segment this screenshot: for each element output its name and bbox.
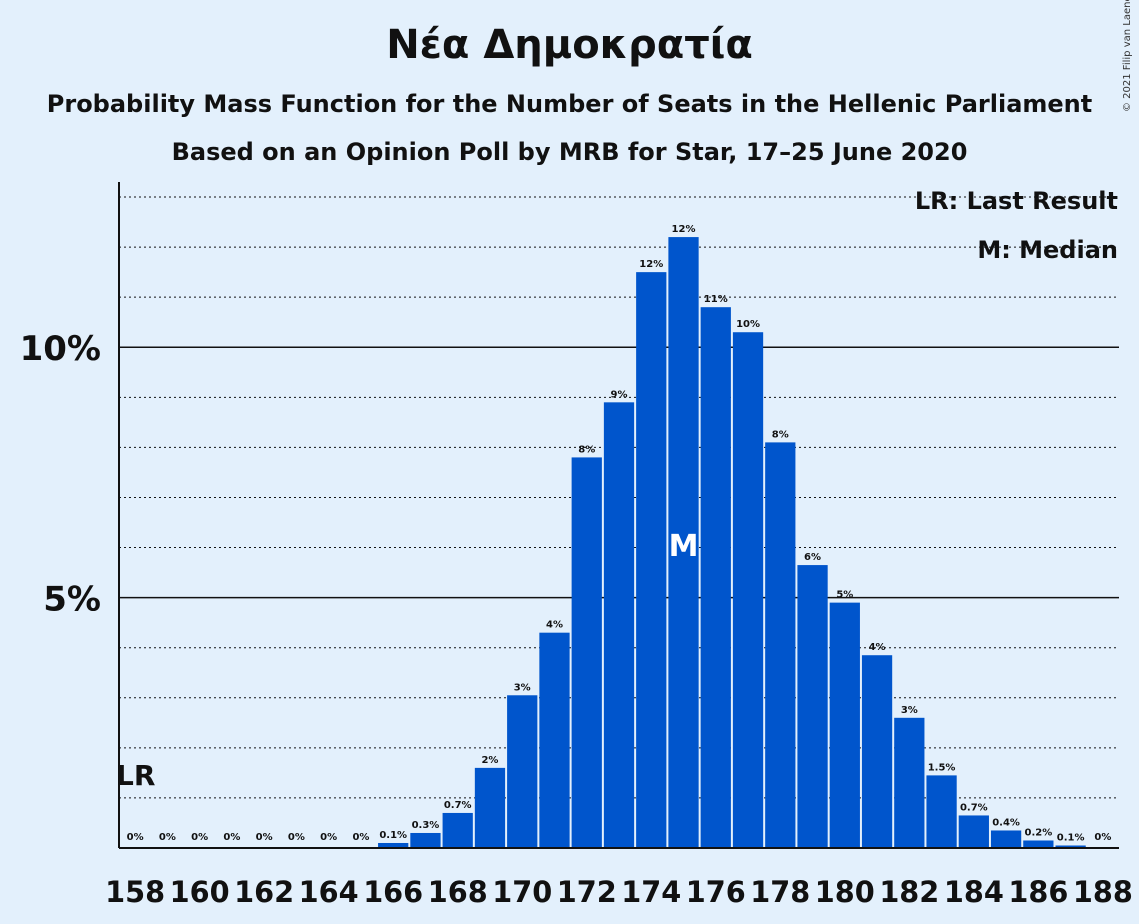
- x-tick-label: 176: [686, 875, 746, 909]
- bar-174: [636, 272, 667, 848]
- bar-176: [700, 307, 731, 848]
- x-tick-label: 174: [621, 875, 681, 909]
- data-label-173: 9%: [611, 389, 628, 400]
- data-label-174: 12%: [639, 259, 663, 270]
- x-tick-label: 188: [1073, 875, 1133, 909]
- bar-172: [571, 457, 602, 848]
- x-tick-label: 164: [299, 875, 359, 909]
- data-label-175: 12%: [672, 224, 696, 235]
- x-tick-label: 180: [815, 875, 875, 909]
- data-label-164: 0%: [320, 832, 337, 843]
- x-tick-label: 168: [428, 875, 488, 909]
- bar-169: [474, 767, 506, 848]
- data-label-167: 0.3%: [412, 820, 440, 831]
- bar-labels: 0% 0% 0% 0% 0% 0% 0% 0% 0.1% 0.3% 0.7% 2% 3% 4% 8% 9% 12…: [127, 224, 1112, 843]
- data-label-159: 0%: [159, 832, 176, 843]
- bar-166: [378, 842, 409, 848]
- data-label-187: 0.1%: [1057, 832, 1085, 843]
- bar-167: [410, 832, 441, 848]
- bar-177: [732, 332, 764, 848]
- bars: [378, 237, 1086, 848]
- data-label-163: 0%: [288, 832, 305, 843]
- data-label-184: 0.7%: [960, 802, 988, 813]
- data-label-162: 0%: [256, 832, 273, 843]
- bar-170: [507, 695, 538, 848]
- bar-168: [442, 812, 473, 848]
- data-label-176: 11%: [704, 294, 728, 305]
- data-label-165: 0%: [352, 832, 369, 843]
- bar-185: [990, 830, 1022, 848]
- data-label-181: 4%: [869, 642, 886, 653]
- y-tick-label: 5%: [43, 580, 101, 620]
- bar-171: [539, 632, 570, 848]
- bar-184: [958, 815, 989, 848]
- data-label-168: 0.7%: [444, 800, 472, 811]
- data-label-178: 8%: [772, 429, 789, 440]
- bar-181: [861, 655, 893, 848]
- x-tick-label: 172: [557, 875, 617, 909]
- x-tick-label: 186: [1008, 875, 1068, 909]
- chart-title: Νέα Δημοκρατία: [386, 22, 753, 68]
- chart-subtitle-source: Based on an Opinion Poll by MRB for Star…: [171, 138, 968, 166]
- median-marker: M: [669, 529, 699, 564]
- last-result-marker: LR: [116, 759, 155, 792]
- bar-175: [668, 237, 699, 848]
- x-tick-label: 158: [105, 875, 165, 909]
- bar-187: [1055, 845, 1086, 848]
- data-label-188: 0%: [1094, 832, 1111, 843]
- data-label-161: 0%: [223, 832, 240, 843]
- bar-180: [829, 602, 860, 848]
- data-label-172: 8%: [578, 444, 595, 455]
- data-label-169: 2%: [481, 755, 498, 766]
- bar-182: [894, 717, 925, 848]
- bar-183: [926, 775, 957, 848]
- x-tick-label: 162: [234, 875, 294, 909]
- x-tick-label: 178: [750, 875, 810, 909]
- x-tick-label: 166: [363, 875, 423, 909]
- legend-median: M: Median: [977, 236, 1118, 264]
- x-tick-label: 184: [944, 875, 1004, 909]
- bar-179: [797, 565, 828, 848]
- data-label-166: 0.1%: [379, 830, 407, 841]
- data-label-158: 0%: [127, 832, 144, 843]
- axes: 5%10%158 160 162 164 166 168 170 172 174 176 178 18…: [20, 182, 1133, 909]
- chart-subtitle: Probability Mass Function for the Number…: [46, 90, 1093, 118]
- data-label-171: 4%: [546, 620, 563, 631]
- bar-178: [765, 442, 796, 848]
- bar-173: [603, 402, 635, 848]
- y-tick-label: 10%: [20, 329, 101, 369]
- data-label-179: 6%: [804, 552, 821, 563]
- data-label-186: 0.2%: [1024, 827, 1052, 838]
- data-label-182: 3%: [901, 705, 918, 716]
- x-tick-label: 182: [879, 875, 939, 909]
- data-label-170: 3%: [514, 682, 531, 693]
- bar-186: [1023, 840, 1054, 848]
- legend-last-result: LR: Last Result: [915, 187, 1118, 215]
- x-tick-label: 160: [170, 875, 230, 909]
- x-tick-label: 170: [492, 875, 552, 909]
- data-label-183: 1.5%: [928, 762, 956, 773]
- data-label-180: 5%: [836, 590, 853, 601]
- data-label-177: 10%: [736, 319, 760, 330]
- data-label-185: 0.4%: [992, 817, 1020, 828]
- data-label-160: 0%: [191, 832, 208, 843]
